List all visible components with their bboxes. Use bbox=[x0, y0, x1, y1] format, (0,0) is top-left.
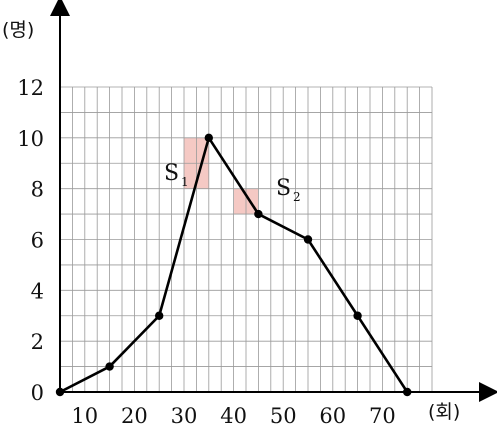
s2-letter: S bbox=[276, 176, 291, 201]
x-axis-label: (회) bbox=[428, 401, 460, 423]
axes bbox=[50, 0, 497, 402]
data-point bbox=[204, 133, 213, 143]
y-tick-label: 10 bbox=[17, 127, 44, 151]
s1-subscript: 1 bbox=[181, 175, 189, 189]
y-tick-label: 6 bbox=[31, 229, 44, 253]
x-tick-label: 70 bbox=[369, 404, 396, 428]
x-tick-label: 20 bbox=[121, 404, 148, 428]
y-tick-label: 2 bbox=[31, 330, 44, 354]
s1-annotation: S 1 bbox=[164, 161, 189, 189]
series-line bbox=[59, 136, 409, 394]
s2-annotation: S 2 bbox=[276, 176, 301, 204]
s1-letter: S bbox=[164, 161, 179, 186]
data-point bbox=[105, 362, 114, 371]
data-point bbox=[155, 311, 164, 320]
y-axis-label: (명) bbox=[2, 19, 34, 41]
data-point bbox=[303, 235, 313, 244]
y-tick-label: 0 bbox=[31, 381, 44, 405]
data-point bbox=[353, 311, 362, 320]
x-tick-label: 10 bbox=[71, 404, 98, 428]
y-tick-label: 12 bbox=[17, 76, 44, 100]
data-point bbox=[55, 387, 65, 397]
y-tick-label: 4 bbox=[31, 279, 44, 303]
y-tick-label: 8 bbox=[31, 178, 44, 202]
x-tick-label: 40 bbox=[220, 404, 247, 428]
series bbox=[55, 133, 412, 397]
x-tick-label: 60 bbox=[319, 404, 346, 428]
s2-subscript: 2 bbox=[293, 190, 301, 204]
x-tick-label: 50 bbox=[270, 404, 297, 428]
data-point bbox=[254, 209, 263, 219]
x-tick-label: 30 bbox=[171, 404, 198, 428]
data-point bbox=[403, 387, 412, 397]
